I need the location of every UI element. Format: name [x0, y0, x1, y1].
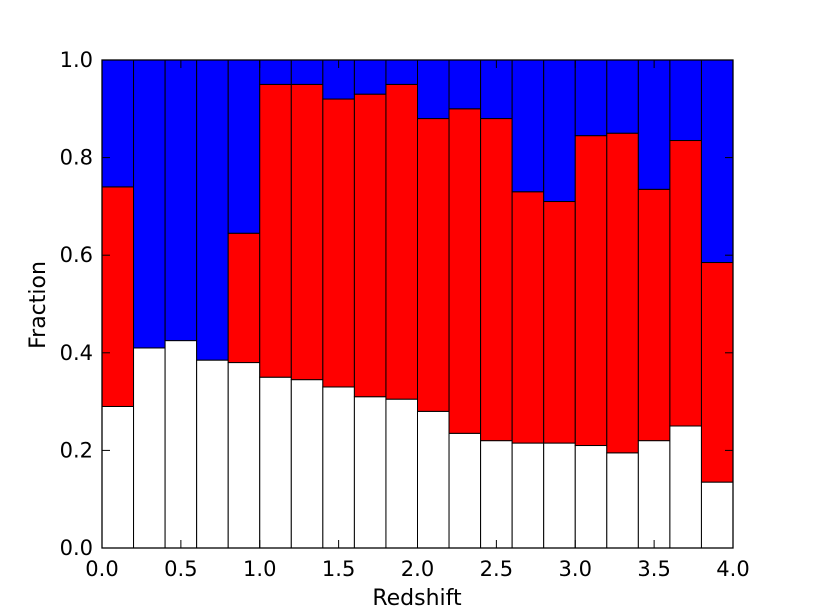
bar-blue-bin-16	[606, 59, 639, 134]
bar-white-bin-7	[322, 386, 355, 549]
bar-red-bin-12	[480, 118, 513, 442]
y-tick-label-2: 0.4	[60, 341, 93, 365]
bar-blue-bin-18	[669, 59, 702, 142]
bar-white-bin-3	[196, 359, 229, 549]
y-axis-label: Fraction	[26, 261, 51, 349]
bar-red-bin-5	[259, 83, 292, 378]
x-tick-label-2: 1.0	[243, 557, 276, 581]
bar-red-bin-7	[322, 98, 355, 388]
bar-white-bin-15	[574, 445, 608, 549]
bar-blue-bin-4	[227, 59, 261, 234]
bar-blue-bin-5	[259, 59, 292, 85]
bar-blue-bin-14	[543, 59, 576, 203]
bar-red-bin-8	[353, 93, 387, 398]
y-tick-label-5: 1.0	[60, 48, 93, 72]
bar-blue-bin-9	[385, 59, 419, 85]
bar-blue-bin-17	[637, 59, 671, 190]
labels-layer: 0.0 0.5 1.0 1.5 2.0 2.5 3.0 3.5 4.0 0.0 0.2 0.4 0.6 0…	[60, 48, 750, 581]
bar-blue-bin-2	[164, 59, 198, 342]
bar-blue-bin-1	[133, 59, 166, 349]
bars-layer	[101, 59, 734, 549]
bar-white-bin-5	[259, 376, 292, 549]
bar-red-bin-14	[543, 201, 576, 444]
bar-white-bin-4	[227, 362, 261, 549]
bar-red-bin-10	[417, 118, 450, 412]
bar-white-bin-18	[669, 425, 702, 549]
x-tick-label-5: 2.5	[480, 557, 513, 581]
bar-red-bin-16	[606, 132, 639, 454]
bar-white-bin-1	[133, 347, 166, 549]
y-tick-label-0: 0.0	[60, 536, 93, 560]
x-axis-label: Redshift	[372, 586, 462, 610]
bar-red-bin-17	[637, 188, 671, 442]
y-tick-label-3: 0.6	[60, 243, 93, 267]
bar-white-bin-12	[480, 440, 513, 549]
bar-red-bin-18	[669, 140, 702, 427]
bar-white-bin-8	[353, 396, 387, 549]
bar-blue-bin-0	[101, 59, 135, 188]
bar-white-bin-16	[606, 452, 639, 549]
bar-blue-bin-12	[480, 59, 513, 120]
bar-white-bin-14	[543, 442, 576, 549]
x-tick-label-8: 4.0	[716, 557, 749, 581]
bar-blue-bin-13	[511, 59, 545, 193]
x-tick-label-7: 3.5	[637, 557, 670, 581]
bar-white-bin-9	[385, 398, 419, 549]
bar-white-bin-13	[511, 442, 545, 549]
bar-blue-bin-6	[290, 59, 324, 85]
bar-blue-bin-8	[353, 59, 387, 95]
bar-white-bin-19	[700, 481, 734, 549]
bar-blue-bin-19	[700, 59, 734, 264]
x-tick-label-1: 0.5	[164, 557, 197, 581]
bar-red-bin-13	[511, 191, 545, 444]
bar-white-bin-11	[448, 432, 482, 549]
bar-blue-bin-15	[574, 59, 608, 137]
x-tick-label-6: 3.0	[559, 557, 592, 581]
bar-red-bin-19	[700, 262, 734, 483]
bar-red-bin-15	[574, 135, 608, 447]
bar-white-bin-6	[290, 379, 324, 549]
bar-white-bin-17	[637, 440, 671, 549]
x-tick-label-3: 1.5	[322, 557, 355, 581]
bar-red-bin-4	[227, 232, 261, 364]
ticks-layer	[101, 59, 734, 549]
x-tick-label-0: 0.0	[85, 557, 118, 581]
bar-blue-bin-3	[196, 59, 229, 361]
bar-white-bin-2	[164, 340, 198, 549]
x-tick-label-4: 2.0	[401, 557, 434, 581]
bar-blue-bin-11	[448, 59, 482, 110]
bar-red-bin-11	[448, 108, 482, 434]
y-tick-label-1: 0.2	[60, 438, 93, 462]
bar-white-bin-0	[101, 405, 135, 549]
y-tick-label-4: 0.8	[60, 146, 93, 170]
bar-white-bin-10	[417, 410, 450, 549]
bar-red-bin-6	[290, 83, 324, 381]
bar-red-bin-0	[101, 186, 135, 407]
bar-blue-bin-10	[417, 59, 450, 120]
bar-red-bin-9	[385, 83, 419, 400]
